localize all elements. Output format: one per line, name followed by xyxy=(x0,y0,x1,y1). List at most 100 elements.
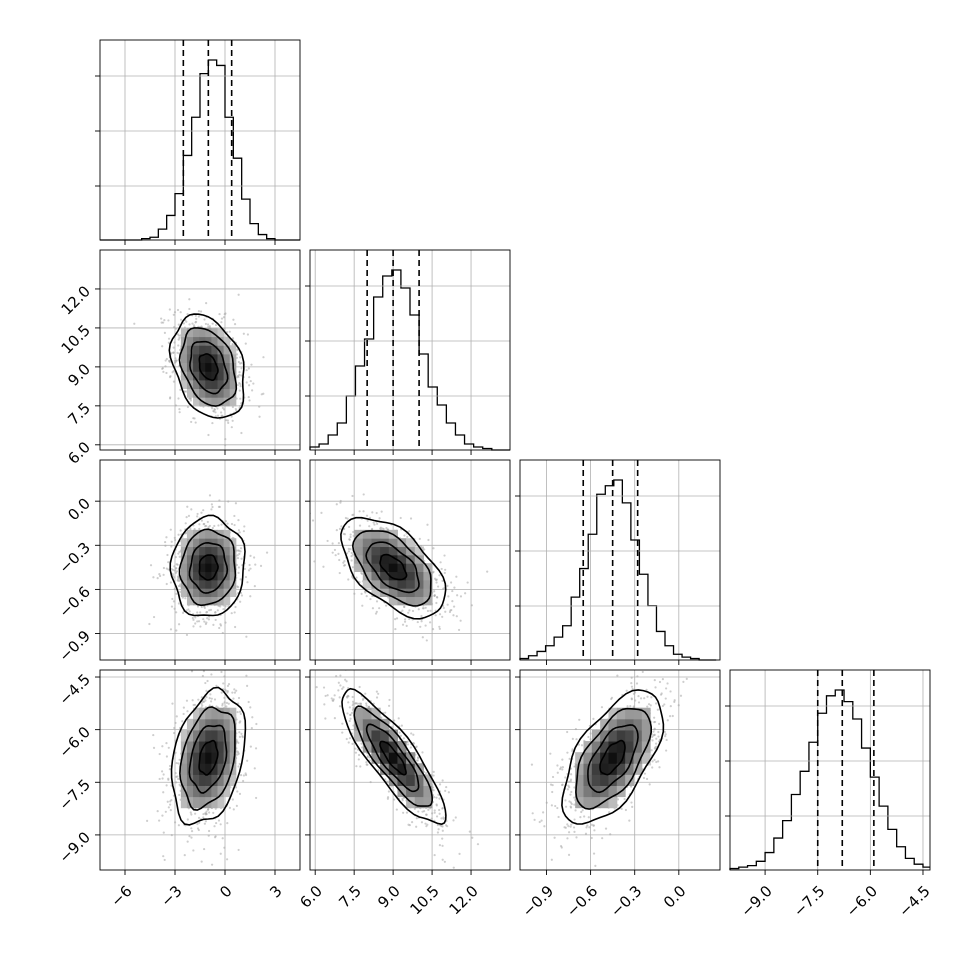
sample-point xyxy=(322,686,326,689)
sample-point xyxy=(441,779,444,782)
density-cell xyxy=(371,571,381,581)
density-cell xyxy=(397,554,407,564)
sample-point xyxy=(167,337,171,340)
sample-point xyxy=(239,362,242,365)
density-cell xyxy=(217,763,225,775)
sample-point xyxy=(233,523,236,527)
sample-point xyxy=(247,395,250,399)
sample-point xyxy=(365,761,368,764)
sample-point xyxy=(352,530,355,534)
sample-point xyxy=(249,379,252,383)
sample-point xyxy=(224,438,227,441)
sample-point xyxy=(427,808,430,811)
density-cell xyxy=(193,362,200,372)
density-cell xyxy=(223,596,231,606)
sample-point xyxy=(341,731,344,734)
density-cell xyxy=(186,388,194,398)
sample-point xyxy=(431,812,434,815)
sample-point xyxy=(186,313,189,316)
sample-point xyxy=(218,499,221,502)
sample-point xyxy=(164,359,167,362)
sample-point xyxy=(347,525,351,529)
sample-point xyxy=(417,757,420,760)
sample-point xyxy=(438,812,441,815)
density-cell xyxy=(362,538,372,548)
density-cell xyxy=(193,785,200,798)
sample-point xyxy=(217,819,221,822)
sample-point xyxy=(162,855,165,858)
sample-point xyxy=(337,542,340,545)
sample-point xyxy=(181,611,185,614)
sample-point xyxy=(239,385,242,388)
sample-point xyxy=(208,609,211,612)
sample-point xyxy=(459,595,463,598)
sample-point xyxy=(343,560,346,563)
density-content xyxy=(310,670,510,870)
density-cell xyxy=(229,546,237,556)
sample-point xyxy=(192,625,195,628)
density-cell xyxy=(397,563,407,573)
sample-point xyxy=(164,540,167,544)
sample-point xyxy=(439,561,442,564)
density-cell xyxy=(199,763,206,775)
sample-point xyxy=(441,837,444,840)
density-cell xyxy=(423,571,433,581)
sample-point xyxy=(239,404,242,408)
density-cell xyxy=(380,563,390,573)
sample-point xyxy=(202,812,205,816)
sample-point xyxy=(365,514,369,517)
density-cell xyxy=(388,554,398,564)
sample-point xyxy=(214,411,217,414)
sample-point xyxy=(197,315,200,318)
sample-point xyxy=(347,550,350,553)
sample-point xyxy=(348,737,352,740)
panel-frame xyxy=(99,459,301,661)
sample-point xyxy=(354,751,358,754)
sample-point xyxy=(351,742,354,745)
sample-point xyxy=(405,624,408,627)
density-cell xyxy=(229,371,237,381)
histogram-panel-2 xyxy=(305,249,511,455)
density-cell xyxy=(205,741,212,753)
sample-point xyxy=(341,722,344,725)
panel-frame xyxy=(309,249,511,451)
sample-point xyxy=(395,808,398,811)
density-cell xyxy=(193,554,200,564)
sample-point xyxy=(436,596,439,599)
sample-point xyxy=(432,789,435,792)
density-cell xyxy=(406,538,416,548)
sample-point xyxy=(406,740,409,743)
sample-point xyxy=(162,566,166,570)
sample-point xyxy=(156,577,159,580)
sample-point xyxy=(198,523,201,526)
sample-point xyxy=(163,331,166,334)
sample-point xyxy=(247,700,250,704)
density-cell xyxy=(406,596,416,606)
sample-point xyxy=(177,777,180,781)
sample-point xyxy=(218,626,221,630)
sample-point xyxy=(415,817,418,820)
density-cell xyxy=(223,546,231,556)
sample-point xyxy=(146,819,149,822)
sample-point xyxy=(170,605,174,608)
density-cell xyxy=(180,538,188,548)
sample-point xyxy=(220,321,223,324)
density-cell xyxy=(205,774,212,786)
density-cell xyxy=(217,752,225,764)
density-cell xyxy=(193,707,200,720)
sample-point xyxy=(177,323,180,326)
density-cell xyxy=(211,741,218,753)
sample-point xyxy=(165,357,168,361)
sample-point xyxy=(170,834,173,837)
sample-point xyxy=(161,814,164,817)
sample-point xyxy=(382,527,385,531)
sample-point xyxy=(351,695,354,699)
sample-point xyxy=(238,552,241,555)
sample-point xyxy=(351,708,355,711)
sample-point xyxy=(171,702,174,705)
sample-point xyxy=(234,407,237,411)
sample-point xyxy=(205,689,208,693)
sample-point xyxy=(377,769,380,772)
sample-point xyxy=(459,619,462,622)
sample-point xyxy=(167,561,170,564)
